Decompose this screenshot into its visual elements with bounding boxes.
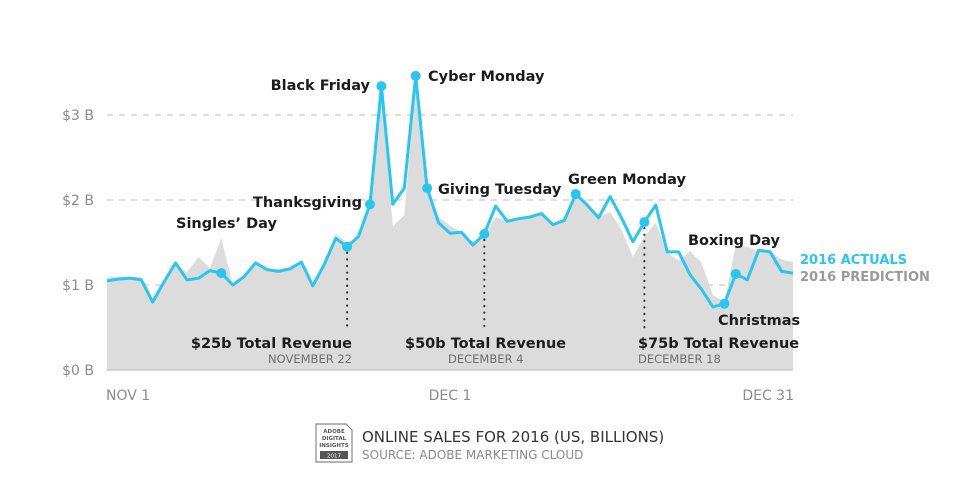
milestone-75b-date: DECEMBER 18 [638,352,721,366]
milestone-50b: $50b Total Revenue [405,336,566,352]
annotation-black-friday: Black Friday [271,78,371,94]
y-tick-label: $0 B [62,363,94,379]
y-tick-label: $1 B [62,278,94,294]
milestone-75b: $75b Total Revenue [638,336,799,352]
milestone-dot [639,217,650,228]
annotation-dot [570,189,581,200]
x-tick-label: NOV 1 [106,388,150,404]
y-tick-label: $2 B [62,193,94,209]
annotation-dots [216,70,741,309]
milestone-25b-date: NOVEMBER 22 [268,352,352,366]
annotation-dot [422,183,433,194]
annotation-dot [410,70,421,81]
milestone-dot [342,241,353,252]
annotation-dot [216,268,227,279]
annotation-boxing-day: Boxing Day [688,233,780,249]
svg-text:2017: 2017 [327,454,341,460]
adobe-digital-insights-badge: ADOBE DIGITAL INSIGHTS 2017 [315,423,353,463]
chart-title: ONLINE SALES FOR 2016 (US, BILLIONS) [362,428,664,446]
milestone-50b-date: DECEMBER 4 [448,352,523,366]
annotation-cyber-monday: Cyber Monday [428,69,545,85]
legend-prediction: 2016 PREDICTION [800,270,930,285]
legend-actuals: 2016 ACTUALS [800,253,907,268]
annotation-christmas: Christmas [718,313,800,329]
y-tick-label: $3 B [62,108,94,124]
svg-text:INSIGHTS: INSIGHTS [319,443,349,449]
prediction-area [107,81,793,370]
milestone-dot [479,229,490,239]
annotation-dot [719,298,730,309]
annotation-giving-tuesday: Giving Tuesday [438,182,562,198]
annotation-singles-day: Singles’ Day [176,216,277,232]
x-tick-label: DEC 31 [742,388,794,404]
milestone-25b: $25b Total Revenue [191,336,352,352]
annotation-dot [376,81,387,92]
annotation-thanksgiving: Thanksgiving [253,195,362,211]
annotation-dot [364,199,375,210]
x-tick-label: DEC 1 [429,388,472,404]
svg-text:DIGITAL: DIGITAL [322,436,347,442]
annotation-dot [730,268,741,279]
milestone-lines [346,227,646,332]
svg-text:ADOBE: ADOBE [323,429,345,435]
annotation-green-monday: Green Monday [568,172,687,188]
chart-source: SOURCE: ADOBE MARKETING CLOUD [362,448,583,462]
